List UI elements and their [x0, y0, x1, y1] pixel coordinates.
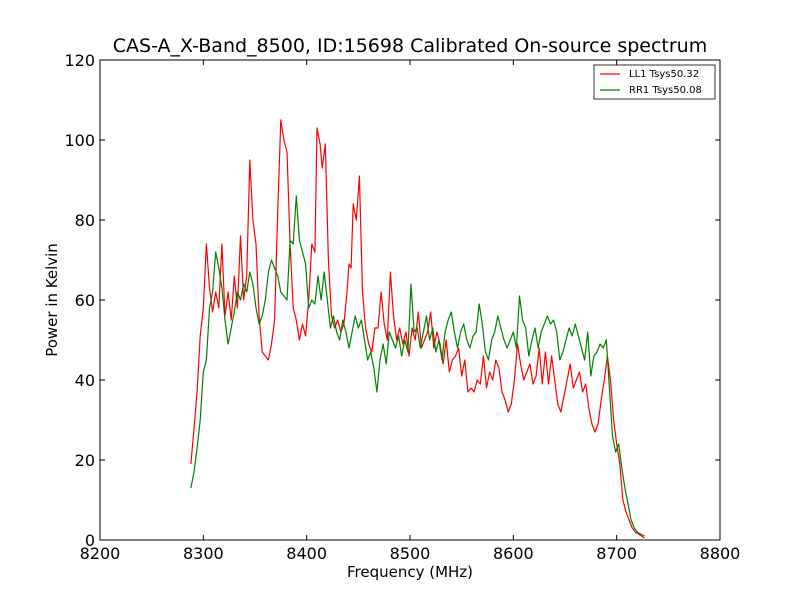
x-tick-label: 8300	[183, 544, 224, 563]
x-tick-label: 8600	[493, 544, 534, 563]
legend-label-ll1: LL1 Tsys50.32	[629, 69, 699, 80]
legend-label-rr1: RR1 Tsys50.08	[629, 85, 702, 96]
x-tick-label: 8200	[80, 544, 121, 563]
y-tick-label: 40	[75, 371, 95, 390]
x-tick-label: 8700	[596, 544, 637, 563]
series-line-0	[190, 119, 645, 539]
x-axis-title: Frequency (MHz)	[347, 563, 473, 581]
series-line-1	[190, 195, 645, 537]
y-axis-title: Power in Kelvin	[43, 243, 61, 357]
ticks-layer: 8200 8300 8400 8500 8600 8700 8800 0 20 40 60 80 100…	[64, 51, 740, 563]
y-tick-label: 120	[64, 51, 95, 70]
legend: LL1 Tsys50.32 RR1 Tsys50.08	[593, 64, 716, 100]
y-tick-label: 60	[75, 291, 95, 310]
y-tick-label: 20	[75, 451, 95, 470]
x-tick-label: 8800	[700, 544, 741, 563]
series-layer	[190, 119, 645, 539]
plot-area: 8200 8300 8400 8500 8600 8700 8800 0 20 40 60 80 100…	[64, 51, 740, 563]
y-tick-label: 80	[75, 211, 95, 230]
legend-box	[593, 64, 716, 100]
y-tick-label: 0	[85, 531, 95, 550]
chart-title: CAS-A_X-Band_8500, ID:15698 Calibrated O…	[113, 35, 707, 57]
x-tick-label: 8400	[286, 544, 327, 563]
x-tick-label: 8500	[390, 544, 431, 563]
y-tick-label: 100	[64, 131, 95, 150]
